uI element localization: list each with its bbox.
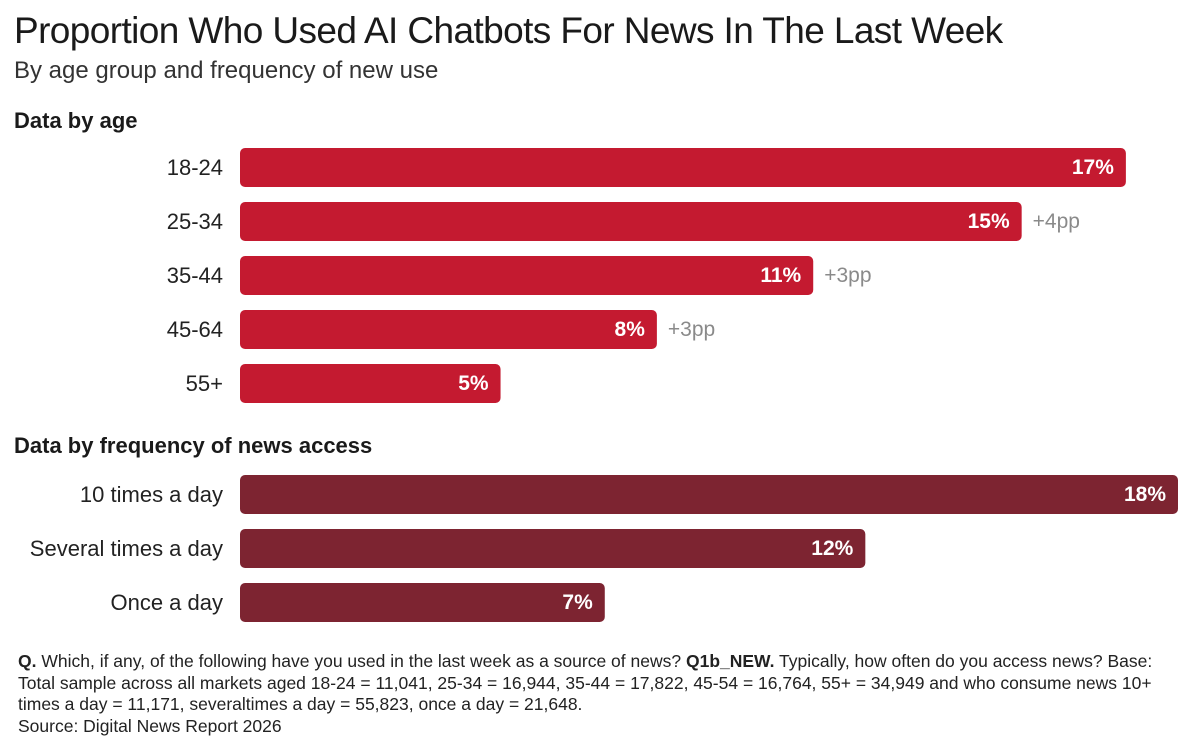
bar-0-3 [240,310,657,349]
chart-subtitle: By age group and frequency of new use [14,57,439,84]
category-label: 25-34 [167,209,223,234]
value-label: 11% [760,264,801,287]
bar-0-0 [240,148,1126,187]
category-label: 55+ [186,371,223,396]
value-label: 7% [562,591,593,614]
bar-1-1 [240,529,866,568]
category-label: Once a day [110,590,223,615]
footnote-q-label: Q. [18,651,37,671]
footnote: Q. Which, if any, of the following have … [18,651,1188,737]
bar-1-2 [240,583,605,622]
value-label: 18% [1124,483,1166,506]
bar-chart: 18-24 17% 25-34 15% +4pp 35-44 11% +3pp 45-64 8% +… [30,148,1178,622]
bar-0-4 [240,364,501,403]
category-label: 35-44 [167,263,223,288]
bar-0-2 [240,256,814,295]
category-label: 18-24 [167,155,223,180]
value-label: 8% [615,318,646,341]
section-heading-age: Data by age [14,108,138,133]
category-label: 10 times a day [80,482,223,507]
footnote-question: Q. Which, if any, of the following have … [18,651,1188,716]
footnote-source: Source: Digital News Report 2026 [18,715,282,736]
bar-0-1 [240,202,1022,241]
footnote-q1-text: Which, if any, of the following have you… [36,651,686,671]
category-label: Several times a day [30,536,223,561]
value-label: 17% [1072,156,1114,179]
category-label: 45-64 [167,317,223,342]
value-label: 12% [811,537,853,560]
section-heading-frequency: Data by frequency of news access [14,433,373,458]
change-label: +3pp [668,318,715,341]
footnote-q2-label: Q1b_NEW. [685,651,775,671]
bar-1-0 [240,475,1178,514]
chart-title: Proportion Who Used AI Chatbots For News… [14,10,1003,51]
change-label: +4pp [1033,210,1080,233]
value-label: 5% [458,372,489,395]
value-label: 15% [968,210,1010,233]
footnote-q2-text: Typically, how often do you access news?… [18,651,1153,714]
change-label: +3pp [824,264,871,287]
